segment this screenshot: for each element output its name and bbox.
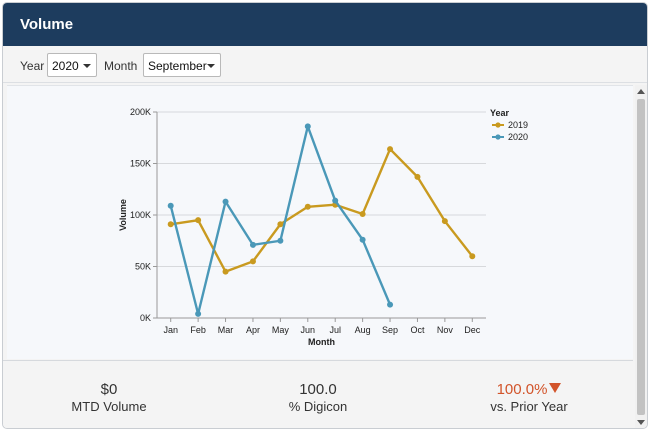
data-point-2020[interactable] <box>359 236 366 243</box>
y-tick-label: 0K <box>140 313 151 323</box>
chevron-down-icon <box>207 64 215 68</box>
data-point-2019[interactable] <box>359 210 366 217</box>
x-tick-label: Aug <box>355 325 371 335</box>
year-select[interactable]: 2020 <box>47 53 97 77</box>
series-line-2019 <box>170 147 474 273</box>
scroll-thumb[interactable] <box>637 99 645 415</box>
data-point-2020[interactable] <box>332 197 339 204</box>
legend-title: Year <box>490 108 510 118</box>
x-tick-label: Dec <box>464 325 481 335</box>
kpi-value-text: 100.0% <box>496 381 548 398</box>
y-axis-title: Volume <box>118 199 128 231</box>
y-tick-label: 200K <box>130 107 151 117</box>
series-line-2020 <box>169 125 392 316</box>
legend-marker-2019 <box>495 122 501 128</box>
x-tick-label: Jul <box>329 325 341 335</box>
data-point-2019[interactable] <box>469 253 476 260</box>
kpi-label: MTD Volume <box>71 399 147 414</box>
x-axis-title: Month <box>308 337 335 347</box>
data-point-2020[interactable] <box>304 123 311 130</box>
month-select-value: September <box>148 59 207 73</box>
kpi-value: $0 <box>100 381 118 398</box>
data-point-2019[interactable] <box>195 217 202 224</box>
legend-marker-2020 <box>495 134 501 140</box>
data-point-2020[interactable] <box>195 310 202 317</box>
data-point-2020[interactable] <box>387 301 394 308</box>
volume-line-chart: 0K 50K 100K 150K 200K Jan Feb Mar Apr May Jun Jul Au… <box>118 107 528 347</box>
x-tick-label: Feb <box>190 325 206 335</box>
x-tick-label: Sep <box>382 325 398 335</box>
month-select[interactable]: September <box>143 53 221 77</box>
kpi-label: % Digicon <box>288 399 348 414</box>
data-point-2019[interactable] <box>167 221 174 228</box>
data-point-2019[interactable] <box>304 203 311 210</box>
kpi-row: $0 MTD Volume 100.0 % Digicon 100.0% vs.… <box>3 360 633 428</box>
kpi-value: 100.0 <box>299 381 337 398</box>
x-tick-label: May <box>272 325 290 335</box>
x-tick-label: Oct <box>410 325 425 335</box>
legend-label-2020: 2020 <box>508 132 528 142</box>
data-point-2019[interactable] <box>414 173 421 180</box>
data-point-2020[interactable] <box>167 202 174 209</box>
down-triangle-icon <box>549 383 562 393</box>
panel-title: Volume <box>3 3 647 46</box>
year-label: Year <box>20 59 45 73</box>
data-point-2019[interactable] <box>249 258 256 265</box>
data-point-2019[interactable] <box>277 221 284 228</box>
chevron-down-icon <box>83 64 91 68</box>
data-point-2020[interactable] <box>249 241 256 248</box>
x-tick-label: Jan <box>163 325 178 335</box>
y-tick-label: 100K <box>130 210 151 220</box>
x-tick-label: Nov <box>437 325 454 335</box>
chart-area: 0K 50K 100K 150K 200K Jan Feb Mar Apr May Jun Jul Au… <box>7 85 633 359</box>
kpi-mtd-volume: $0 MTD Volume <box>9 381 209 414</box>
kpi-digicon: 100.0 % Digicon <box>218 381 418 414</box>
kpi-value: 100.0% <box>429 381 629 398</box>
legend-label-2019: 2019 <box>508 120 528 130</box>
x-tick-label: Mar <box>218 325 234 335</box>
data-point-2020[interactable] <box>222 198 229 205</box>
kpi-vs-prior-year: 100.0% vs. Prior Year <box>429 381 629 414</box>
filter-bar: Year 2020 Month September <box>3 46 647 83</box>
year-select-value: 2020 <box>52 59 79 73</box>
month-label: Month <box>104 59 138 73</box>
x-tick-label: Apr <box>246 325 260 335</box>
kpi-label: vs. Prior Year <box>490 399 568 414</box>
y-tick-label: 150K <box>130 159 151 169</box>
data-point-2019[interactable] <box>387 146 394 153</box>
data-point-2020[interactable] <box>277 237 284 244</box>
data-point-2019[interactable] <box>441 218 448 225</box>
scroll-down-icon[interactable] <box>637 420 645 425</box>
y-tick-label: 50K <box>135 262 151 272</box>
scroll-up-icon[interactable] <box>637 89 645 94</box>
vertical-scrollbar[interactable] <box>635 85 647 428</box>
x-tick-label: Jun <box>301 325 316 335</box>
data-point-2019[interactable] <box>222 268 229 275</box>
